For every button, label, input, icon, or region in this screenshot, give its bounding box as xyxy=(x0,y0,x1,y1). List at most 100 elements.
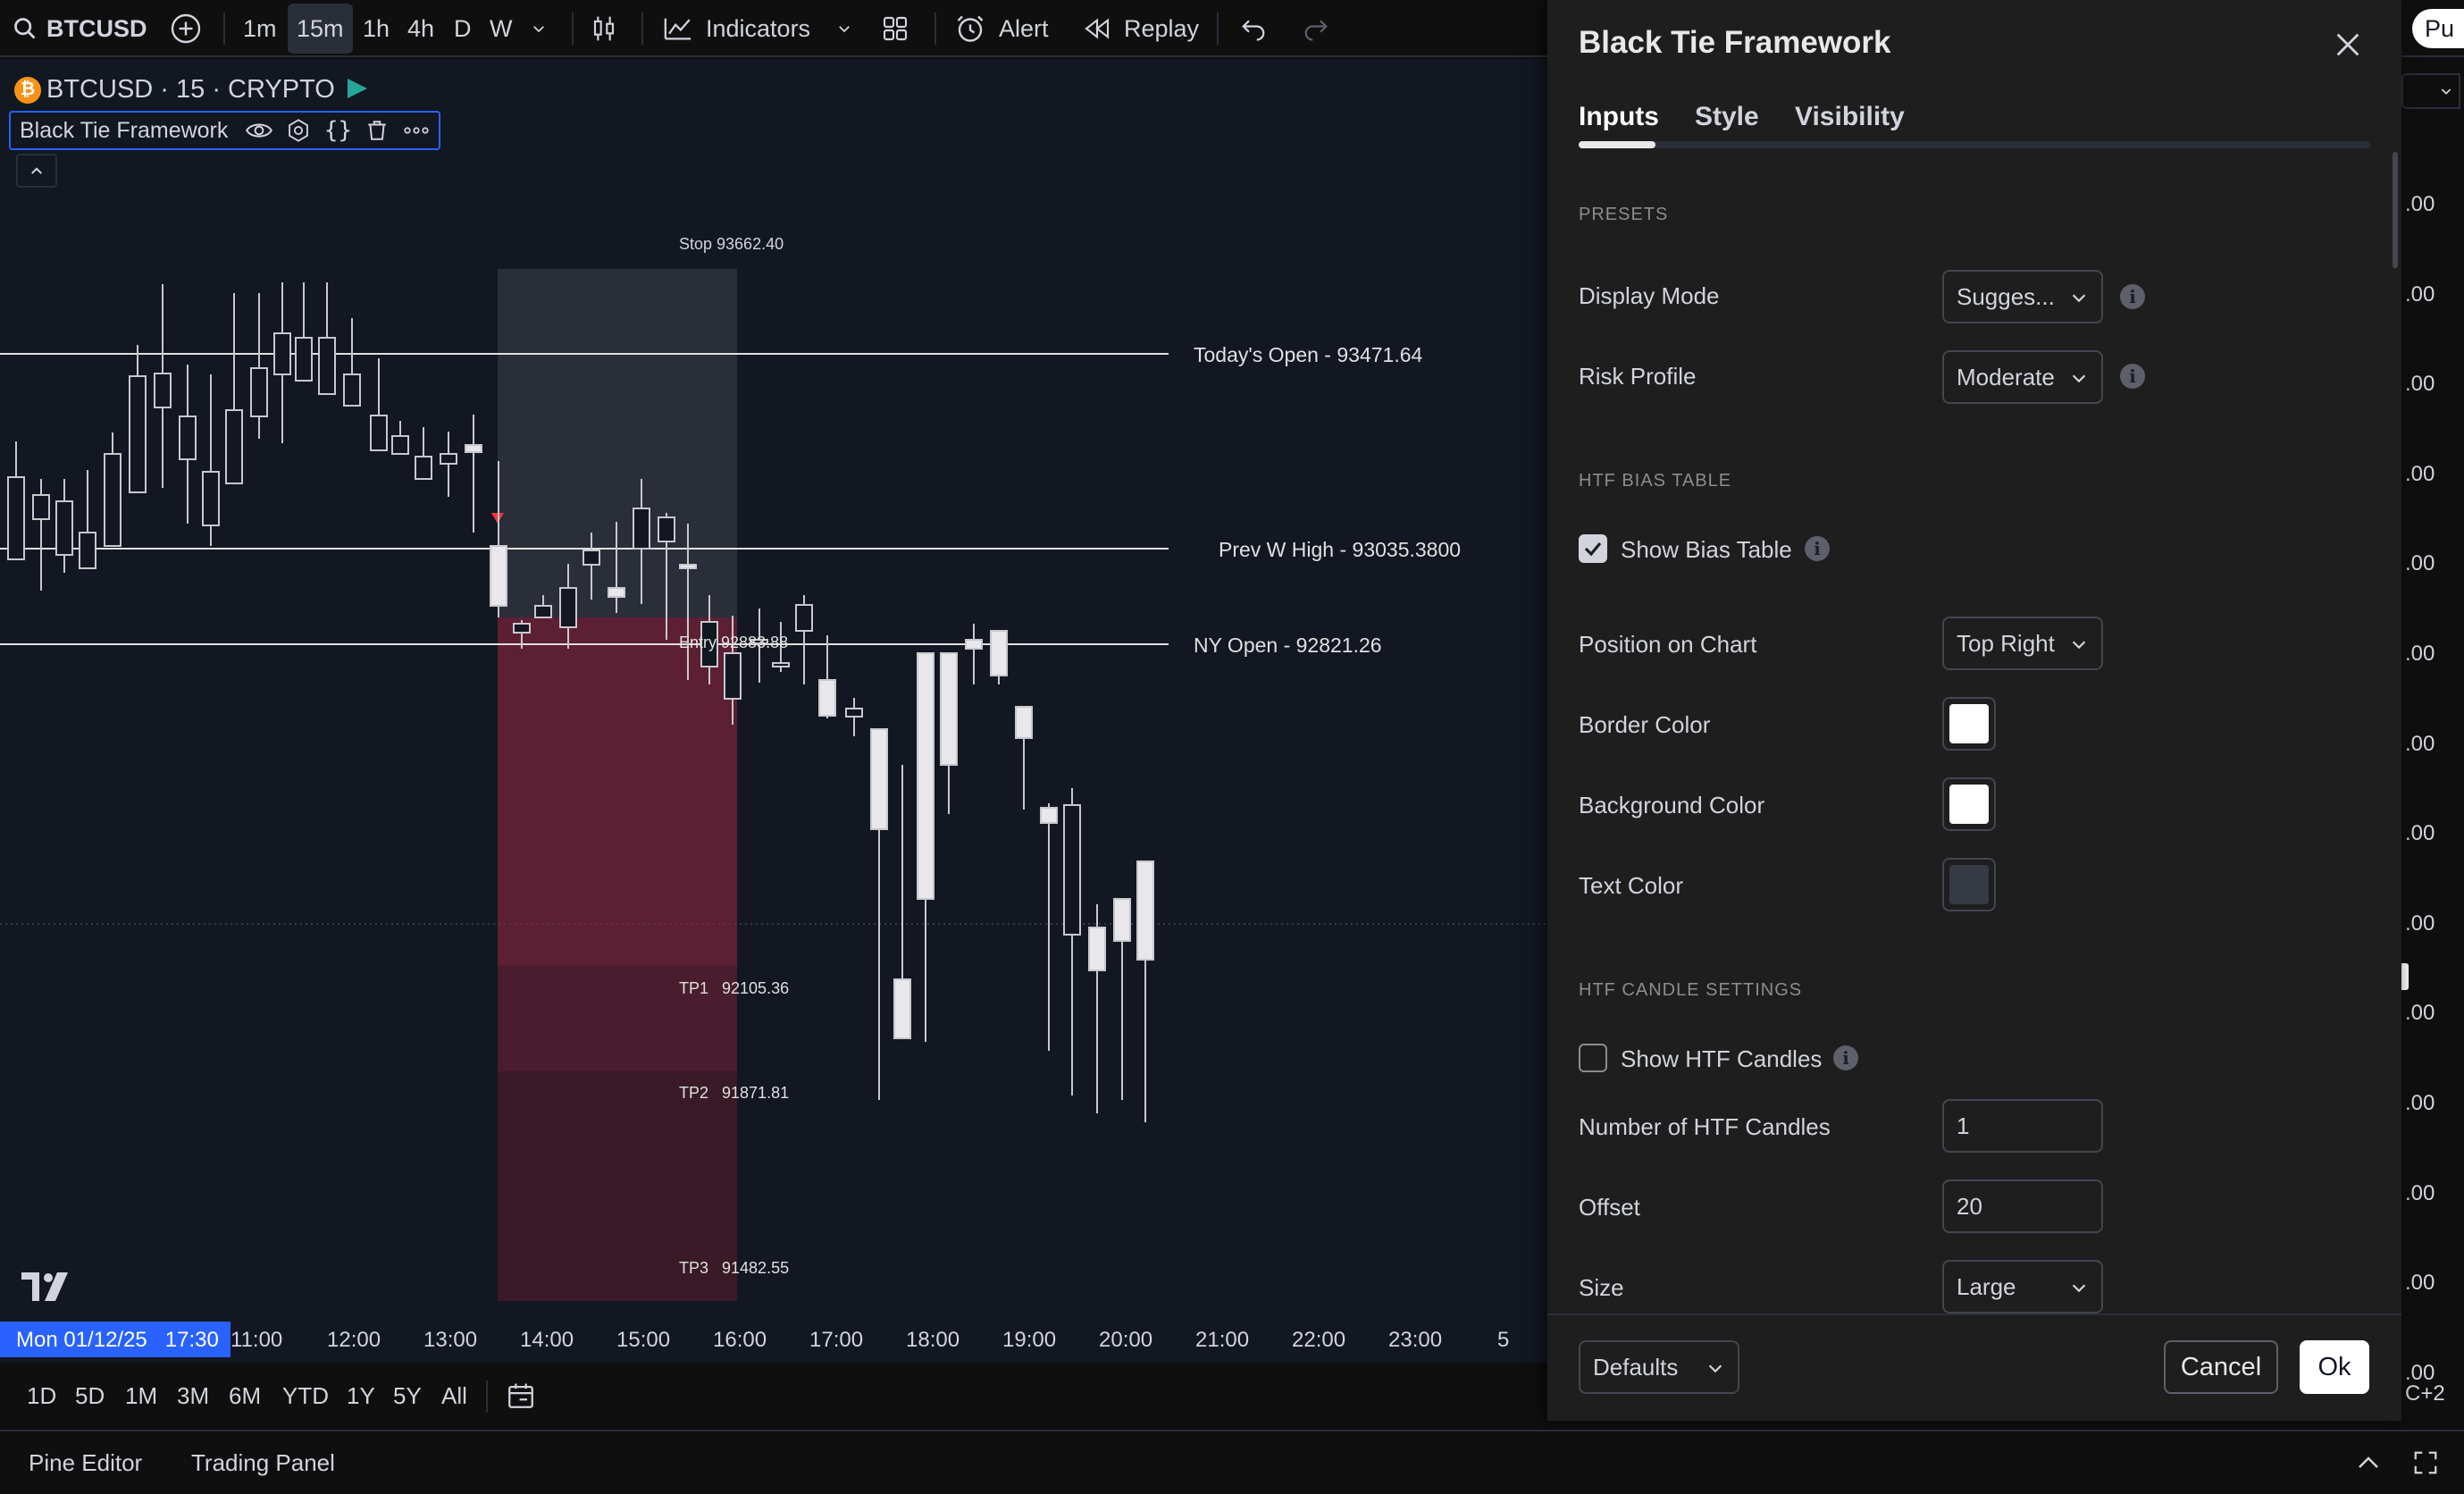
interval-1m[interactable]: 1m xyxy=(243,0,277,57)
candle-body xyxy=(1063,804,1081,936)
price-tick-label: .00 xyxy=(2405,821,2435,846)
tab-pine-editor[interactable]: Pine Editor xyxy=(29,1431,142,1494)
info-icon[interactable]: i xyxy=(1833,1045,1858,1070)
collapse-legend-button[interactable] xyxy=(16,154,57,188)
price-chart[interactable]: Stop 93662.40 Today's Open - 93471.64 Pr… xyxy=(0,59,1547,1363)
publish-button[interactable]: Pu xyxy=(2412,9,2464,48)
interval-dropdown[interactable] xyxy=(531,0,547,57)
tradingview-logo xyxy=(21,1272,68,1301)
show-htf-candles-label: Show HTF Candles xyxy=(1621,1045,1823,1072)
ny-open-label: NY Open - 92821.26 xyxy=(1194,634,1382,657)
candle-body xyxy=(7,476,25,560)
range-label: 5Y xyxy=(393,1381,422,1409)
candle-body xyxy=(772,662,790,667)
price-scale[interactable]: .00 .00 .00 .00 .00 .00 .00 .00 .00 .00 .00 .00 .00.… xyxy=(2401,59,2464,1474)
close-button[interactable] xyxy=(2330,27,2366,63)
price-tick-label: .00 xyxy=(2405,281,2435,306)
indicators-dropdown[interactable] xyxy=(836,0,852,57)
timezone-label[interactable]: C+2 xyxy=(2405,1381,2445,1406)
size-select[interactable]: Large xyxy=(1942,1260,2103,1314)
indicators-button[interactable]: Indicators xyxy=(663,0,810,57)
range-6m[interactable]: 6M xyxy=(229,1363,261,1429)
cancel-button[interactable]: Cancel xyxy=(2164,1340,2278,1394)
alert-button[interactable]: Alert xyxy=(954,0,1049,57)
range-3m[interactable]: 3M xyxy=(177,1363,209,1429)
redo-button[interactable] xyxy=(1303,0,1329,57)
range-all[interactable]: All xyxy=(441,1363,467,1429)
tab-label: Pine Editor xyxy=(29,1448,143,1476)
offset-input[interactable]: 20 xyxy=(1942,1179,2103,1233)
ok-button[interactable]: Ok xyxy=(2300,1340,2369,1394)
section-htf-candle-settings: HTF CANDLE SETTINGS xyxy=(1579,980,1803,1000)
border-color-swatch[interactable] xyxy=(1942,697,1996,751)
search-icon xyxy=(14,18,36,39)
info-icon[interactable]: i xyxy=(1805,536,1830,561)
num-htf-candles-input[interactable]: 1 xyxy=(1942,1099,2103,1153)
symbol-header[interactable]: ₿ BTCUSD · 15 · CRYPTO xyxy=(14,75,367,105)
tab-style[interactable]: Style xyxy=(1695,102,1759,131)
defaults-button[interactable]: Defaults xyxy=(1579,1340,1739,1394)
range-5y[interactable]: 5Y xyxy=(393,1363,422,1429)
redo-icon xyxy=(1304,20,1328,41)
color-fill xyxy=(1949,865,1989,904)
range-5d[interactable]: 5D xyxy=(75,1363,105,1429)
currency-dropdown[interactable] xyxy=(2401,73,2460,109)
expand-panel-button[interactable] xyxy=(2355,1431,2382,1494)
candle-body xyxy=(534,605,552,618)
candle-body xyxy=(724,652,742,700)
settings-icon[interactable] xyxy=(285,117,312,144)
maximize-panel-button[interactable] xyxy=(2412,1431,2439,1494)
chevron-down-icon xyxy=(1708,1364,1722,1373)
time-tick-label: 22:00 xyxy=(1292,1328,1345,1352)
candle-body xyxy=(1040,807,1058,824)
tab-visibility[interactable]: Visibility xyxy=(1795,102,1905,131)
target-zone-band-2 xyxy=(498,966,737,1071)
more-icon[interactable] xyxy=(403,117,430,144)
close-icon xyxy=(2336,33,2359,56)
interval-15m[interactable]: 15m xyxy=(288,4,353,54)
candle-body xyxy=(845,708,863,718)
background-color-label: Background Color xyxy=(1579,792,1765,818)
tab-inputs[interactable]: Inputs xyxy=(1579,102,1659,131)
go-to-date-button[interactable] xyxy=(506,1363,536,1429)
interval-w[interactable]: W xyxy=(490,0,512,57)
indicator-legend[interactable]: Black Tie Framework {} xyxy=(9,111,441,150)
risk-profile-select[interactable]: Moderate xyxy=(1942,350,2103,404)
chart-pane[interactable]: Stop 93662.40 Today's Open - 93471.64 Pr… xyxy=(0,59,1547,1363)
background-color-swatch[interactable] xyxy=(1942,777,1996,831)
show-bias-table-checkbox[interactable] xyxy=(1579,534,1607,563)
scrollbar-thumb[interactable] xyxy=(2393,152,2398,268)
maximize-icon xyxy=(2414,1451,2437,1474)
interval-4h[interactable]: 4h xyxy=(407,0,434,57)
range-1y[interactable]: 1Y xyxy=(347,1363,375,1429)
candle-body xyxy=(490,545,507,607)
trash-icon[interactable] xyxy=(364,117,390,144)
chevron-down-icon xyxy=(839,26,850,33)
undo-button[interactable] xyxy=(1240,0,1267,57)
display-mode-select[interactable]: Sugges... xyxy=(1942,270,2103,323)
ok-label: Ok xyxy=(2317,1352,2351,1381)
text-color-swatch[interactable] xyxy=(1942,858,1996,911)
range-ytd[interactable]: YTD xyxy=(282,1363,329,1429)
range-label: YTD xyxy=(282,1381,329,1409)
replay-button[interactable]: Replay xyxy=(1083,0,1199,57)
info-icon[interactable]: i xyxy=(2120,364,2145,389)
show-htf-candles-checkbox[interactable] xyxy=(1579,1044,1607,1072)
layouts-button[interactable] xyxy=(881,0,909,57)
eye-icon[interactable] xyxy=(246,117,273,144)
info-icon[interactable]: i xyxy=(2120,284,2145,309)
range-1d[interactable]: 1D xyxy=(27,1363,56,1429)
interval-d[interactable]: D xyxy=(454,0,472,57)
position-on-chart-select[interactable]: Top Right xyxy=(1942,617,2103,670)
interval-1h[interactable]: 1h xyxy=(363,0,390,57)
range-1m[interactable]: 1M xyxy=(125,1363,157,1429)
chart-type-button[interactable] xyxy=(590,0,618,57)
symbol-search-button[interactable]: BTCUSD xyxy=(13,0,147,57)
tab-trading-panel[interactable]: Trading Panel xyxy=(191,1431,335,1494)
candle-body xyxy=(104,453,122,547)
cancel-label: Cancel xyxy=(2180,1352,2262,1381)
compare-symbol-button[interactable] xyxy=(170,0,202,57)
candle-body xyxy=(370,415,388,451)
price-tick-label: .00 xyxy=(2405,1271,2435,1296)
source-code-icon[interactable]: {} xyxy=(323,117,353,144)
